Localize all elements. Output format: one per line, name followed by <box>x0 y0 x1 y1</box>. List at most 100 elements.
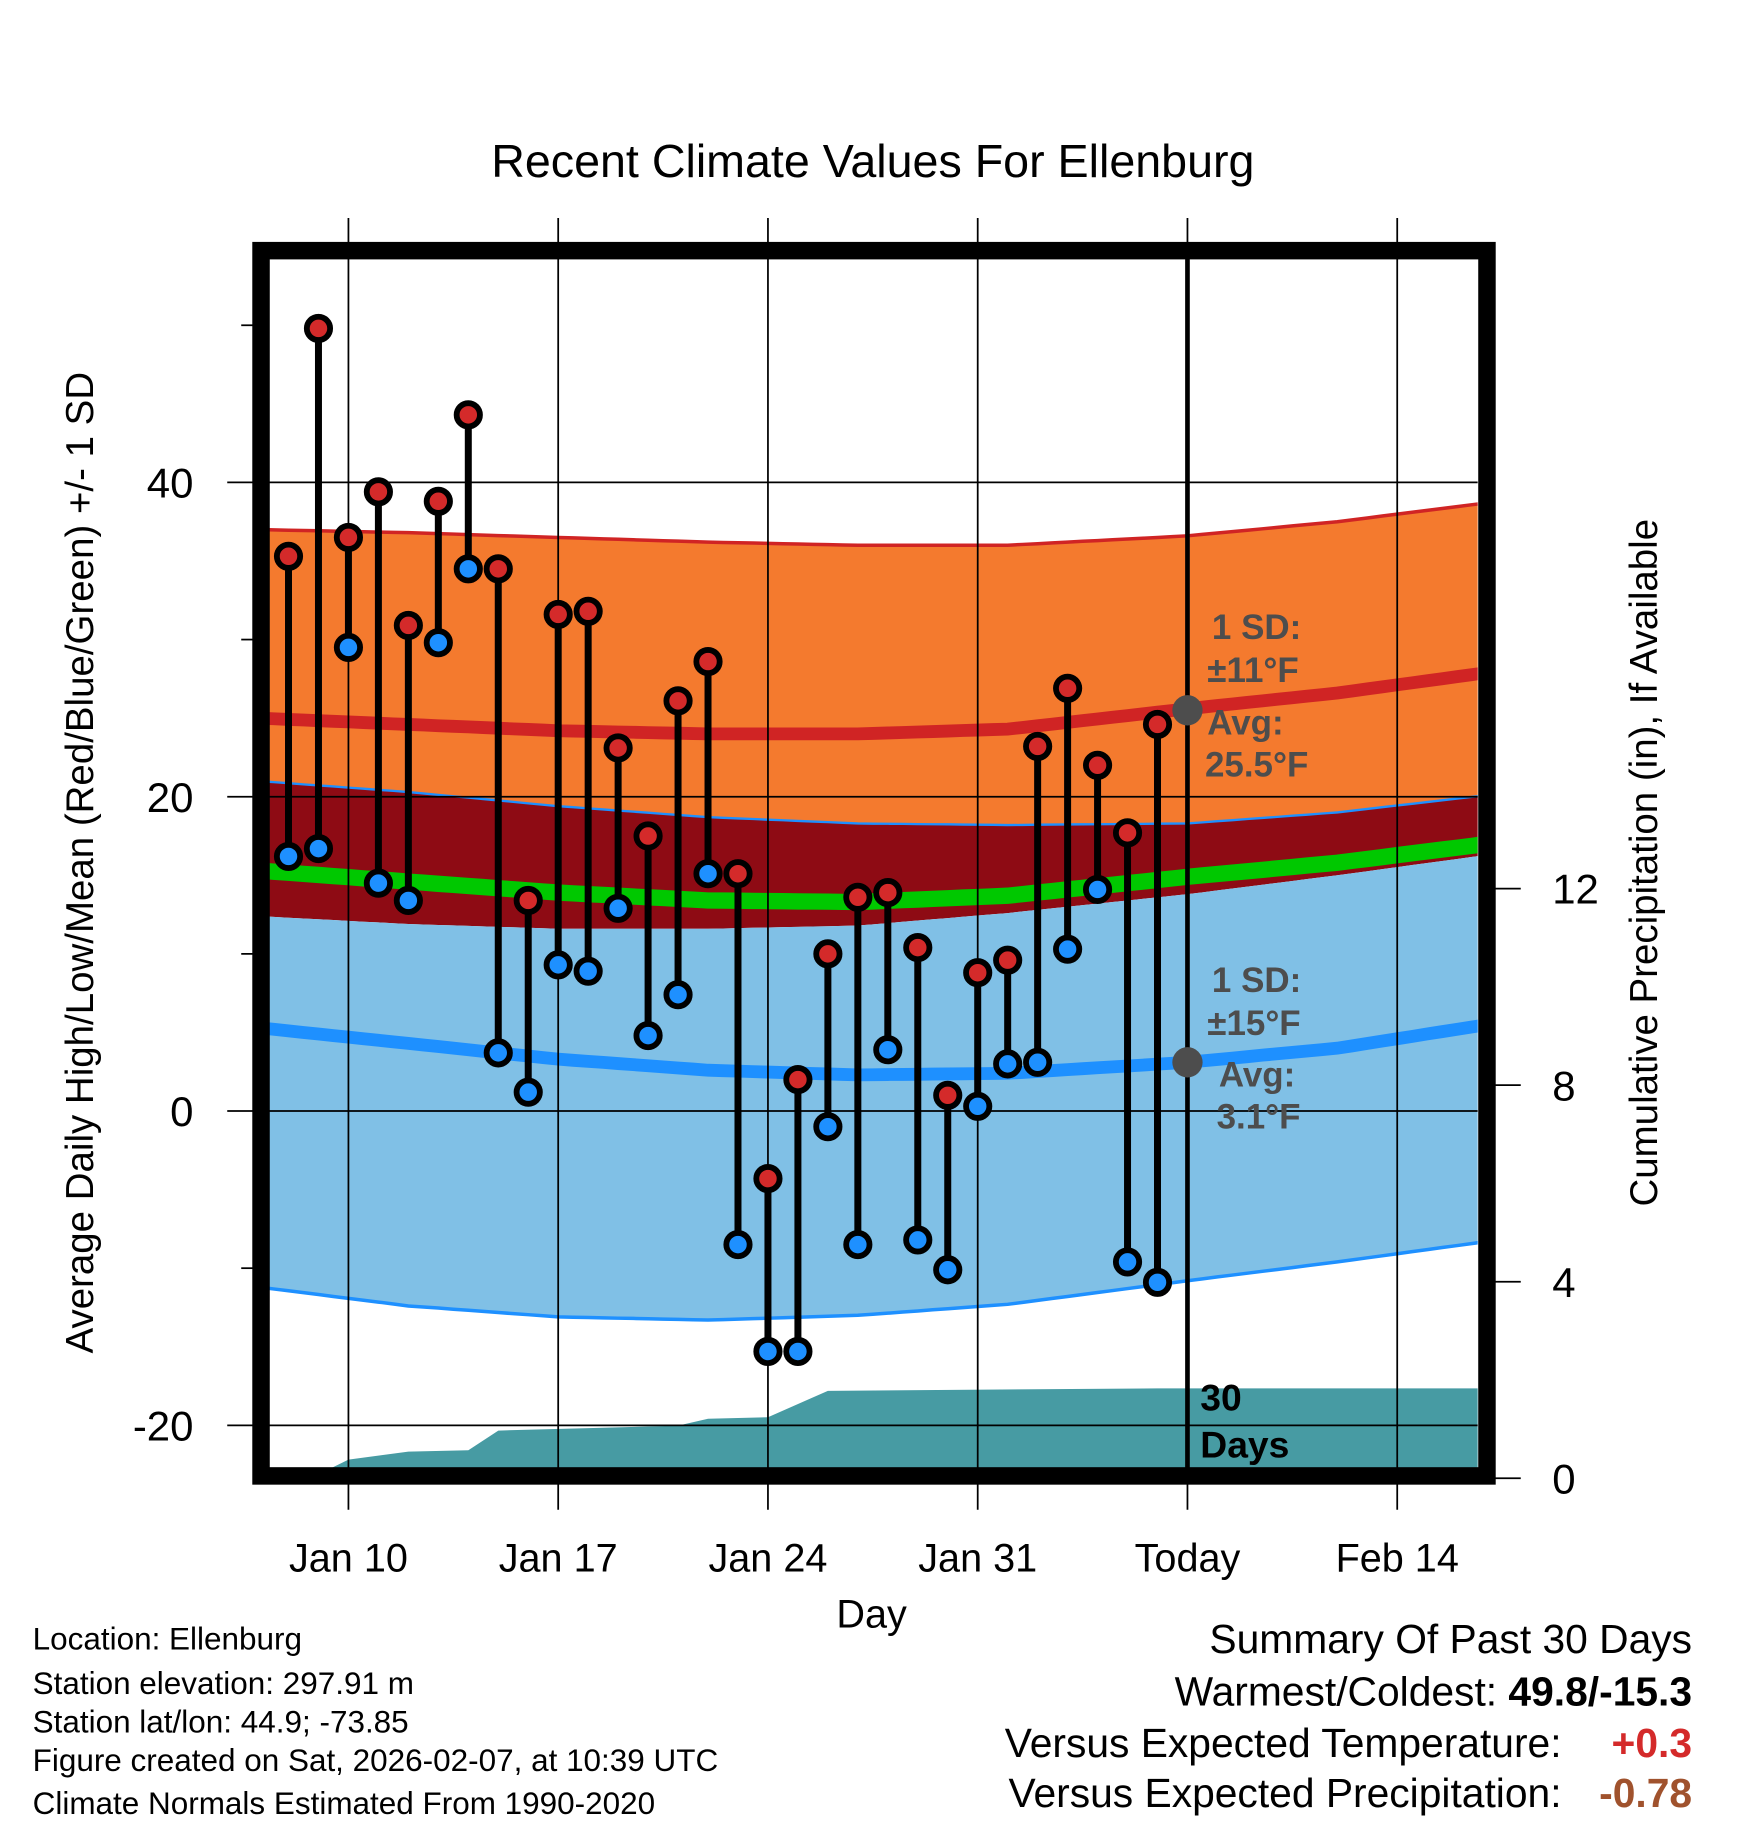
y-tick-label: 40 <box>147 460 194 507</box>
summary-precip-value: -0.78 <box>1599 1770 1692 1816</box>
daily-low-point <box>273 841 304 872</box>
x-tick-label: Jan 31 <box>918 1537 1037 1581</box>
low-sd-band <box>269 856 1478 1321</box>
daily-low-point <box>1023 1047 1053 1077</box>
daily-low-point <box>483 1038 513 1068</box>
daily-high-point <box>453 400 483 430</box>
daily-low-point <box>933 1255 963 1285</box>
precip-cumulative-area <box>331 1388 1478 1468</box>
daily-low-point <box>333 632 364 662</box>
daily-high-point <box>543 599 573 629</box>
daily-low-point <box>963 1091 993 1121</box>
daily-high-point <box>603 733 633 763</box>
daily-low-point <box>513 1077 543 1107</box>
x-axis-label: Day <box>836 1592 907 1636</box>
daily-high-point <box>963 958 993 988</box>
daily-low-point <box>903 1225 933 1255</box>
daily-low-point <box>843 1230 873 1260</box>
daily-high-point <box>753 1164 783 1194</box>
daily-high-point <box>273 541 304 571</box>
annotation-high-sd: 1 SD: <box>1212 608 1301 647</box>
daily-low-point <box>993 1049 1023 1079</box>
period-label: 30 <box>1200 1377 1241 1419</box>
summary-title: Summary Of Past 30 Days <box>1209 1616 1692 1662</box>
daily-low-point <box>423 628 453 658</box>
daily-high-point <box>1023 731 1053 762</box>
annotation-low-avg: 3.1°F <box>1217 1098 1301 1137</box>
daily-low-point <box>303 834 334 864</box>
daily-high-point <box>783 1065 813 1095</box>
daily-high-point <box>663 686 693 716</box>
info-location: Location: Ellenburg <box>33 1622 302 1657</box>
x-tick-label: Feb 14 <box>1336 1537 1459 1581</box>
today-high-avg-marker <box>1172 695 1203 726</box>
daily-low-point <box>753 1336 783 1367</box>
x-tick-label: Jan 17 <box>499 1537 618 1581</box>
summary-warmest-label: Warmest/Coldest: <box>1175 1669 1509 1715</box>
daily-high-point <box>303 313 334 343</box>
daily-high-point <box>1112 818 1143 848</box>
annotation-high-sd: ±11°F <box>1207 651 1298 690</box>
daily-high-point <box>843 882 873 912</box>
summary-temp-label: Versus Expected Temperature: <box>1005 1720 1562 1766</box>
annotation-low-avg: Avg: <box>1219 1056 1295 1095</box>
annotation-low-sd: ±15°F <box>1207 1004 1300 1043</box>
y-right-tick-label: 0 <box>1552 1455 1575 1502</box>
daily-low-point <box>543 950 573 980</box>
daily-low-point <box>603 893 633 923</box>
high-sd-band <box>269 503 1478 826</box>
daily-low-point <box>783 1336 813 1367</box>
x-tick-label: Today <box>1135 1537 1241 1581</box>
daily-low-point <box>1053 934 1083 964</box>
station-info: Location: Ellenburg Station elevation: 2… <box>33 1622 719 1821</box>
info-normals: Climate Normals Estimated From 1990-2020 <box>33 1786 655 1821</box>
mean-avg-line <box>269 836 1478 911</box>
daily-high-point <box>1083 750 1113 780</box>
summary-temp-value: +0.3 <box>1612 1720 1692 1766</box>
daily-low-point <box>723 1230 753 1260</box>
daily-high-point <box>633 821 663 851</box>
daily-high-point <box>513 885 543 916</box>
daily-high-point <box>903 933 933 963</box>
summary-panel: Summary Of Past 30 Days Warmest/Coldest:… <box>1005 1616 1692 1816</box>
daily-high-point <box>1053 673 1083 703</box>
daily-high-point <box>423 486 453 516</box>
daily-high-point <box>873 878 903 908</box>
summary-warmest: Warmest/Coldest: 49.8/-15.3 <box>1175 1669 1692 1715</box>
daily-high-point <box>393 610 423 640</box>
daily-high-point <box>573 596 603 626</box>
y-tick-label: 20 <box>147 774 194 821</box>
daily-low-point <box>813 1112 843 1142</box>
daily-low-point <box>393 885 423 916</box>
daily-high-point <box>723 859 753 889</box>
low-avg-line <box>269 1019 1478 1082</box>
plot-frame <box>252 241 1496 1485</box>
chart-title: Recent Climate Values For Ellenburg <box>491 135 1254 187</box>
y-tick-label: 0 <box>170 1088 193 1135</box>
info-latlon: Station lat/lon: 44.9; -73.85 <box>33 1704 409 1739</box>
info-elevation: Station elevation: 297.91 m <box>33 1666 414 1701</box>
high-sd-upper-line <box>269 502 1478 548</box>
daily-low-point <box>663 980 693 1010</box>
summary-precip-label: Versus Expected Precipitation: <box>1009 1770 1562 1816</box>
x-tick-label: Jan 10 <box>289 1537 408 1581</box>
annotation-high-avg: Avg: <box>1207 703 1283 742</box>
period-label: Days <box>1200 1423 1289 1465</box>
y-tick-label: -20 <box>133 1402 194 1449</box>
annotation-high-avg: 25.5°F <box>1205 745 1308 784</box>
daily-high-point <box>363 477 393 507</box>
daily-low-point <box>1083 874 1113 905</box>
daily-low-point <box>633 1021 663 1051</box>
daily-low-point <box>873 1035 903 1065</box>
daily-low-point <box>453 554 483 584</box>
daily-low-point <box>1142 1267 1173 1297</box>
daily-high-point <box>993 945 1023 975</box>
summary-warmest-value: 49.8/-15.3 <box>1508 1669 1692 1715</box>
today-low-avg-marker <box>1172 1047 1203 1078</box>
y-right-tick-label: 8 <box>1552 1062 1575 1109</box>
y-right-tick-label: 4 <box>1552 1259 1575 1306</box>
daily-low-point <box>363 868 393 898</box>
daily-low-point <box>1112 1247 1143 1277</box>
low-sd-lower-line <box>269 1240 1478 1322</box>
